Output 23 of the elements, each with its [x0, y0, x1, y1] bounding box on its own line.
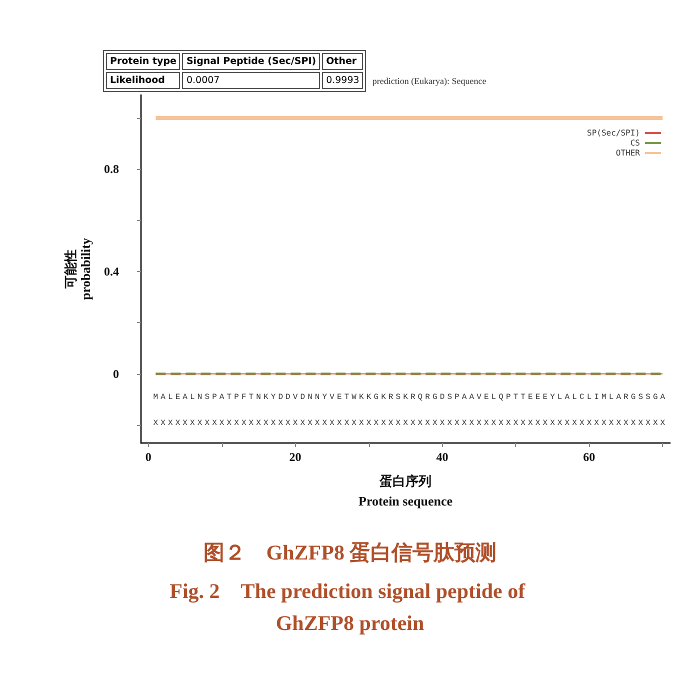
- text: prediction (Eukarya): Sequence: [372, 76, 486, 86]
- text: Likelihood: [106, 72, 180, 89]
- text: 0.0007: [182, 72, 320, 89]
- annotation: MALEALNSPATPFTNKYDDVDNNYVETWKKGKRSKRQRGDSPAAVELQPTTEEEYLALCLIMLARGSSGA: [153, 392, 668, 402]
- x-tick-label: 40: [436, 450, 448, 464]
- annotation: XXXXXXXXXXXXXXXXXXXXXXXXXXXXXXXXXXXXXXXXXXXXXXXXXXXXXXXXXXXXXXXXXXXXXX: [153, 418, 668, 428]
- text: Fig. 2 The prediction signal peptide of GhZFP8 protein: [170, 579, 530, 635]
- legend-label: SP(Sec/SPI): [587, 128, 640, 138]
- text: 图２ GhZFP8 蛋白信号肽预测: [203, 540, 497, 564]
- y-axis-title: 可能性 probability: [63, 238, 94, 300]
- y-tick-label: 0.8: [104, 162, 119, 176]
- text: Other: [322, 53, 364, 70]
- x-tick-label: 20: [289, 450, 302, 464]
- legend-label: OTHER: [616, 148, 640, 158]
- x-axis-title: 蛋白序列 Protein sequence: [358, 474, 453, 508]
- text: 0.9993: [322, 72, 364, 89]
- legend-label: CS: [630, 138, 640, 148]
- x-tick-label: 60: [583, 450, 596, 464]
- y-tick-label: 0: [113, 366, 119, 381]
- text: Protein type: [106, 53, 180, 70]
- text: Signal Peptide (Sec/SPI): [182, 53, 320, 70]
- x-tick-label: 0: [145, 450, 152, 464]
- y-tick-label: 0.4: [104, 264, 119, 279]
